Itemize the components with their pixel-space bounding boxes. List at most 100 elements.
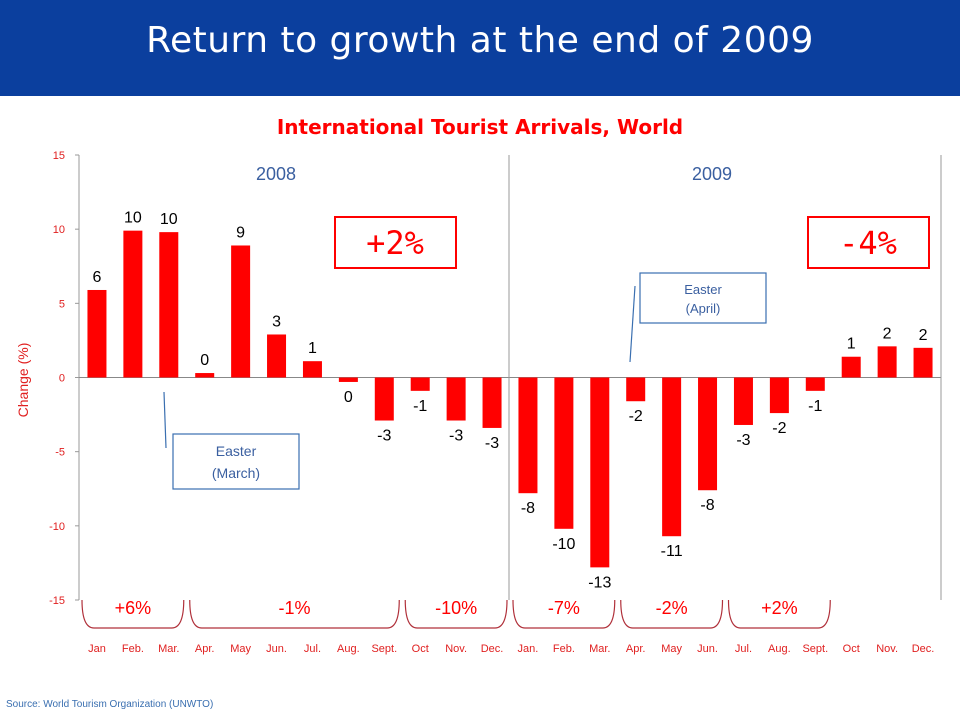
x-tick-label: Aug. <box>337 643 360 655</box>
bar <box>733 377 753 425</box>
bar <box>518 377 538 494</box>
x-tick-label: Oct <box>843 643 860 655</box>
data-label: -2 <box>772 420 786 437</box>
group-change-label: +6% <box>115 598 152 618</box>
data-label: 10 <box>160 211 178 228</box>
source-note: Source: World Tourism Organization (UNWT… <box>6 699 214 710</box>
year-label: 2008 <box>256 164 296 184</box>
data-label: -2 <box>629 408 643 425</box>
bar <box>302 361 322 378</box>
x-tick-label: Nov. <box>876 643 898 655</box>
x-tick-label: May <box>230 643 251 655</box>
data-label: 0 <box>200 352 209 369</box>
callout-text: Easter <box>684 282 722 297</box>
data-label: 3 <box>272 313 281 330</box>
data-label: -8 <box>700 497 714 514</box>
x-tick-label: Jan <box>88 643 106 655</box>
bar <box>877 346 897 378</box>
group-change-label: -2% <box>656 598 688 618</box>
bar <box>410 377 430 391</box>
callout-pointer <box>629 285 636 363</box>
page-title: Return to growth at the end of 2009 <box>146 20 814 61</box>
bar <box>590 377 610 568</box>
data-label: 2 <box>919 327 928 344</box>
data-label: 6 <box>93 269 102 286</box>
y-tick-label: 15 <box>53 150 65 162</box>
bar <box>841 356 861 378</box>
bar <box>446 377 466 421</box>
x-tick-label: Oct <box>412 643 429 655</box>
data-label: -1 <box>808 398 822 415</box>
data-label: -3 <box>377 428 391 445</box>
data-label: -3 <box>485 435 499 452</box>
bar <box>554 377 574 529</box>
bar <box>805 377 825 391</box>
annual-change-2009: -4% <box>839 224 897 262</box>
bar <box>338 377 358 382</box>
callout-text: (April) <box>686 301 721 316</box>
x-tick-label: Apr. <box>626 643 646 655</box>
data-label: 10 <box>124 210 142 227</box>
bar <box>231 245 251 378</box>
easter-march-callout <box>172 433 300 490</box>
data-label: -3 <box>736 432 750 449</box>
x-tick-label: May <box>661 643 682 655</box>
chart-title: International Tourist Arrivals, World <box>277 115 683 139</box>
data-label: -3 <box>449 428 463 445</box>
data-label: 9 <box>236 224 245 241</box>
data-label: -10 <box>552 536 575 553</box>
data-label: 2 <box>883 325 892 342</box>
bar <box>698 377 718 491</box>
y-tick-label: 10 <box>53 224 65 236</box>
x-tick-label: Jul. <box>735 643 752 655</box>
data-label: 0 <box>344 389 353 406</box>
group-change-label: +2% <box>761 598 798 618</box>
x-tick-label: Feb. <box>122 643 144 655</box>
x-tick-label: Jun. <box>266 643 287 655</box>
bar <box>195 373 215 378</box>
y-tick-label: 0 <box>59 373 65 385</box>
x-tick-label: Apr. <box>195 643 215 655</box>
group-change-label: -10% <box>435 598 477 618</box>
x-tick-label: Jul. <box>304 643 321 655</box>
year-label: 2009 <box>692 164 732 184</box>
y-tick-label: -10 <box>49 521 65 533</box>
bar <box>374 377 394 421</box>
y-tick-label: -5 <box>55 447 65 459</box>
bar <box>87 289 107 378</box>
data-label: -8 <box>521 500 535 517</box>
bar <box>159 232 179 378</box>
bar <box>769 377 789 414</box>
x-tick-label: Sept. <box>371 643 397 655</box>
bar <box>123 230 143 378</box>
bar <box>626 377 646 402</box>
annual-change-box <box>334 216 457 269</box>
x-tick-label: Sept. <box>802 643 828 655</box>
bar <box>482 377 502 428</box>
y-tick-label: -15 <box>49 595 65 607</box>
data-label: 1 <box>308 340 317 357</box>
annual-change-2008: +2% <box>366 224 424 262</box>
group-bracket <box>512 599 616 629</box>
data-label: -1 <box>413 398 427 415</box>
callout-text: Easter <box>216 443 257 459</box>
x-tick-label: Dec. <box>912 643 935 655</box>
y-tick-label: 5 <box>59 298 65 310</box>
data-label: -11 <box>661 543 683 560</box>
y-axis-label: Change (%) <box>15 343 31 418</box>
group-change-label: -1% <box>278 598 310 618</box>
group-bracket <box>81 599 185 629</box>
callout-text: (March) <box>212 465 260 481</box>
x-tick-label: Mar. <box>589 643 610 655</box>
x-tick-label: Mar. <box>158 643 179 655</box>
group-bracket <box>727 599 831 629</box>
x-tick-label: Feb. <box>553 643 575 655</box>
group-bracket <box>404 599 508 629</box>
data-label: -13 <box>588 574 611 591</box>
bar <box>662 377 682 537</box>
annual-change-box <box>807 216 930 269</box>
x-tick-label: Jun. <box>697 643 718 655</box>
bar <box>267 334 287 378</box>
x-tick-label: Nov. <box>445 643 467 655</box>
bar <box>913 347 933 378</box>
